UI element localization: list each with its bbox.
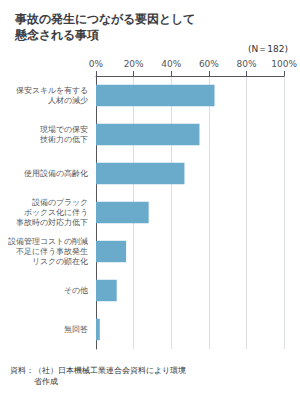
svg-text:100%: 100% bbox=[271, 59, 297, 69]
svg-text:60%: 60% bbox=[199, 59, 219, 69]
svg-text:設備のブラック: 設備のブラック bbox=[32, 198, 88, 207]
svg-text:設備管理コストの削減: 設備管理コストの削減 bbox=[8, 237, 88, 246]
svg-text:0%: 0% bbox=[89, 59, 104, 69]
svg-text:技術力の低下: 技術力の低下 bbox=[39, 135, 88, 144]
svg-text:資料：（社）日本機械工業連合会資料により環境: 資料：（社）日本機械工業連合会資料により環境 bbox=[10, 366, 186, 375]
svg-text:無回答: 無回答 bbox=[64, 325, 88, 334]
svg-text:その他: その他 bbox=[64, 286, 88, 295]
svg-text:人材の減少: 人材の減少 bbox=[48, 96, 88, 105]
svg-text:ボックス化に伴う: ボックス化に伴う bbox=[24, 208, 88, 217]
svg-text:現場での保安: 現場での保安 bbox=[40, 125, 88, 134]
svg-text:リスクの顕在化: リスクの顕在化 bbox=[32, 257, 88, 266]
svg-text:不足に伴う事故発生: 不足に伴う事故発生 bbox=[16, 247, 88, 256]
svg-text:20%: 20% bbox=[124, 59, 144, 69]
svg-text:40%: 40% bbox=[161, 59, 181, 69]
svg-text:(N＝182): (N＝182) bbox=[248, 44, 288, 54]
svg-text:使用設備の高齢化: 使用設備の高齢化 bbox=[24, 169, 88, 178]
svg-text:事故の発生につながる要因として: 事故の発生につながる要因として bbox=[14, 12, 195, 26]
svg-text:事故時の対応力低下: 事故時の対応力低下 bbox=[16, 218, 88, 227]
svg-text:省作成: 省作成 bbox=[10, 377, 58, 386]
svg-text:保安スキルを有する: 保安スキルを有する bbox=[16, 86, 88, 95]
svg-text:80%: 80% bbox=[237, 59, 257, 69]
svg-text:懸念される事項: 懸念される事項 bbox=[14, 28, 99, 42]
